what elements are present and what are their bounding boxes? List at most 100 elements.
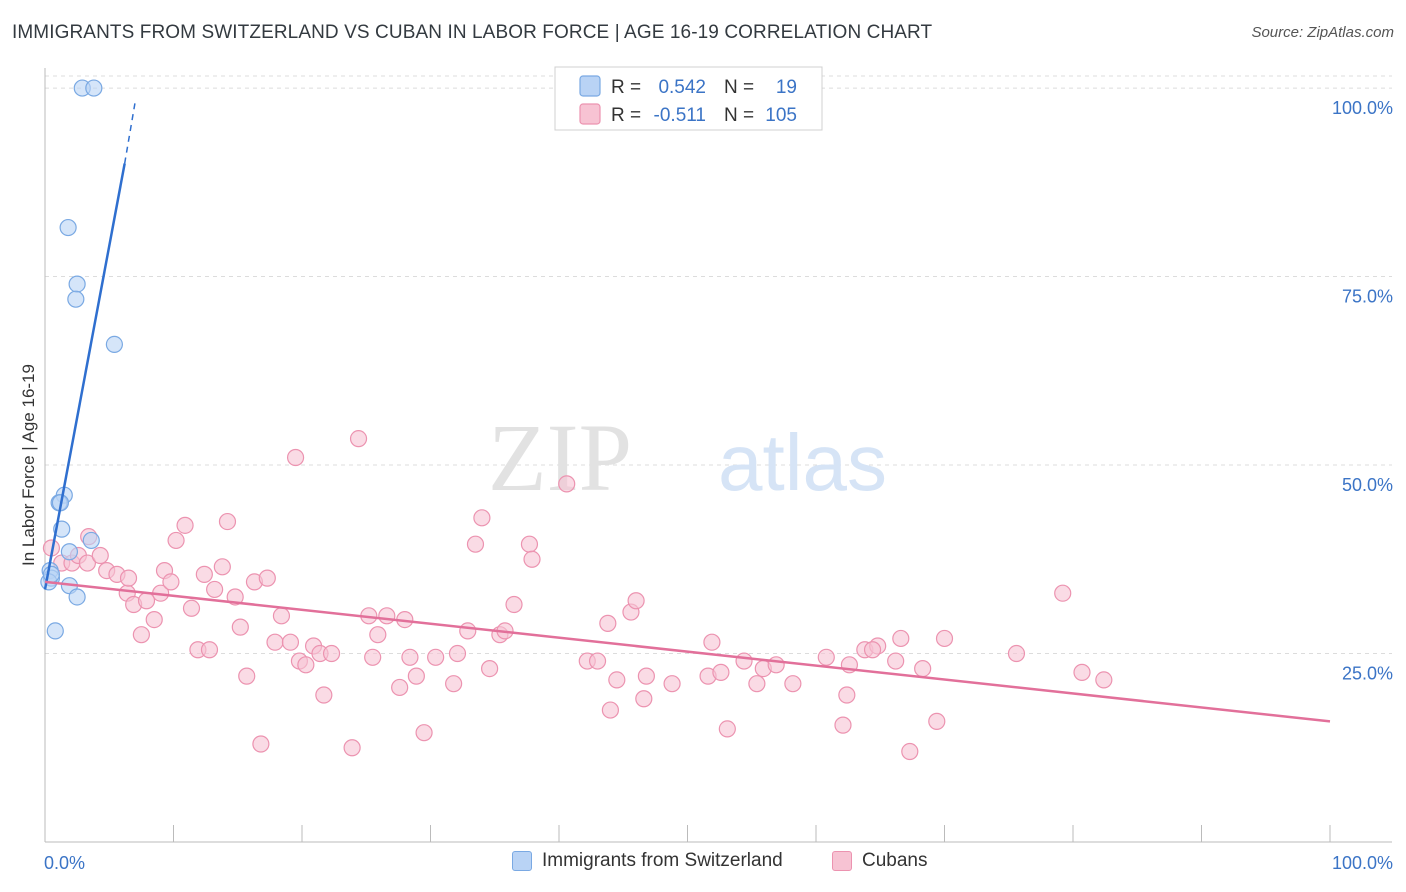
point-cubans (834, 716, 852, 734)
watermark: ZIP atlas (488, 404, 887, 511)
trend-line-cubans (44, 580, 1331, 723)
legend-r-value: 0.542 (658, 77, 706, 98)
x-tick-label-min: 0.0% (44, 853, 85, 873)
point-cubans (481, 659, 499, 678)
y-tick-label: 75.0% (1342, 287, 1393, 307)
tick-labels: 0.0% 100.0% 25.0% 50.0% 75.0% 100.0% (44, 98, 1393, 873)
point-cubans (448, 644, 467, 663)
point-cubans (637, 667, 655, 685)
point-cubans (238, 667, 256, 685)
point-cubans (892, 629, 910, 648)
source-label: Source: ZipAtlas.com (1251, 24, 1394, 41)
point-switzerland (68, 275, 86, 293)
legend-item-cubans: Cubans (832, 850, 928, 872)
data-points (40, 79, 1113, 761)
legend-r-value: -0.511 (654, 105, 706, 126)
point-cubans (627, 592, 645, 610)
point-cubans (315, 686, 333, 704)
legend-label-cubans: Cubans (862, 850, 928, 871)
point-cubans (748, 675, 766, 693)
point-cubans (520, 535, 539, 553)
point-cubans (928, 712, 946, 730)
grid-lines (45, 75, 1392, 655)
legend-n-value: 105 (765, 105, 797, 126)
point-cubans (608, 671, 626, 689)
point-cubans (601, 701, 620, 719)
point-cubans (378, 607, 396, 625)
point-cubans (466, 535, 485, 553)
point-cubans (176, 516, 194, 534)
point-cubans (712, 663, 730, 681)
trend-line-switzerland-extension (123, 103, 136, 164)
trend-line-switzerland (43, 163, 126, 590)
point-cubans (784, 675, 802, 693)
legend-swatch-blue (579, 75, 601, 97)
point-switzerland (46, 622, 64, 640)
legend-n-value: 19 (776, 77, 797, 98)
point-switzerland (85, 79, 103, 97)
point-switzerland (82, 531, 100, 550)
point-cubans (887, 652, 905, 670)
point-cubans (863, 641, 882, 659)
point-cubans (588, 652, 607, 670)
point-cubans (663, 675, 681, 693)
point-cubans (1095, 671, 1113, 689)
point-cubans (935, 629, 954, 648)
point-switzerland (59, 218, 77, 237)
point-cubans (322, 644, 341, 663)
point-cubans (91, 546, 109, 565)
point-cubans (78, 554, 97, 572)
point-cubans (200, 641, 219, 659)
point-cubans (391, 678, 409, 697)
point-cubans (162, 573, 180, 591)
point-cubans (703, 633, 721, 651)
point-cubans (1054, 584, 1072, 602)
point-cubans (137, 592, 156, 610)
point-cubans (213, 558, 231, 576)
legend-n-label: N = (724, 77, 754, 98)
point-cubans (735, 652, 753, 670)
point-cubans (718, 720, 736, 738)
point-switzerland (68, 588, 86, 606)
point-cubans (817, 648, 835, 666)
point-cubans (767, 656, 785, 674)
axes (44, 68, 1392, 843)
point-cubans (167, 531, 185, 550)
point-cubans (132, 626, 150, 644)
point-cubans (286, 448, 305, 467)
point-cubans (369, 626, 387, 644)
point-cubans (505, 595, 523, 614)
legend-r-label: R = (611, 77, 641, 98)
legend-item-switzerland: Immigrants from Switzerland (512, 850, 783, 872)
point-cubans (218, 512, 237, 531)
legend-swatch-blue (512, 851, 532, 871)
legend-r-label: R = (611, 105, 641, 126)
point-cubans (349, 430, 368, 448)
point-cubans (459, 622, 477, 640)
point-cubans (635, 690, 653, 708)
point-switzerland (60, 543, 79, 561)
point-cubans (281, 633, 300, 651)
point-cubans (407, 667, 425, 685)
point-cubans (427, 648, 445, 666)
legend-label-switzerland: Immigrants from Switzerland (542, 850, 783, 871)
point-cubans (145, 610, 163, 629)
chart-title: IMMIGRANTS FROM SWITZERLAND VS CUBAN IN … (12, 22, 933, 43)
point-cubans (364, 648, 382, 666)
y-tick-label: 100.0% (1332, 98, 1393, 118)
legend-swatch-pink (579, 103, 601, 125)
watermark-zip: ZIP (488, 404, 632, 511)
point-cubans (266, 633, 284, 651)
point-cubans (195, 565, 213, 583)
point-cubans (119, 569, 138, 587)
point-switzerland (67, 290, 85, 308)
point-cubans (258, 569, 276, 587)
point-cubans (182, 599, 201, 617)
point-cubans (1007, 644, 1026, 663)
watermark-atlas: atlas (718, 418, 887, 507)
point-cubans (914, 659, 932, 678)
point-cubans (415, 724, 433, 742)
point-cubans (272, 607, 291, 625)
point-cubans (473, 509, 491, 527)
